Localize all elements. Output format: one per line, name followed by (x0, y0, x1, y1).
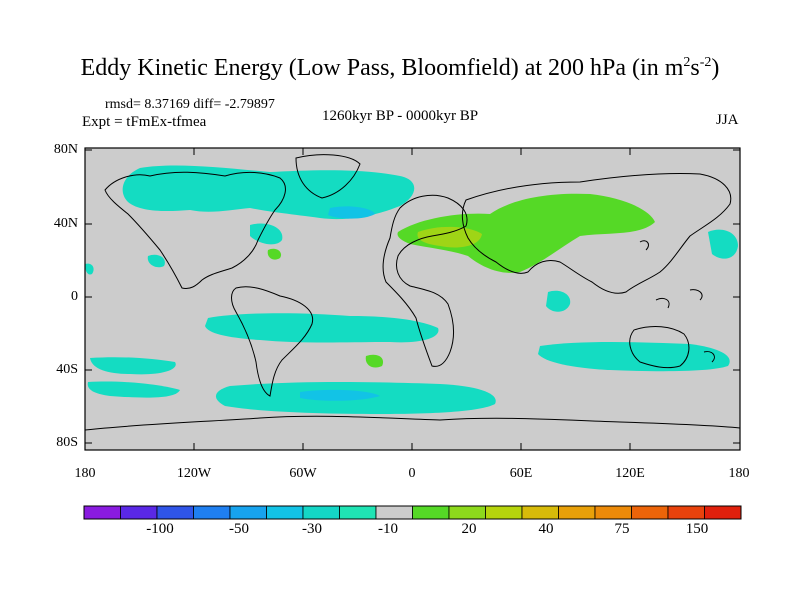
colorbar-cell (375, 505, 413, 520)
colorbar (83, 505, 742, 520)
y-tick-label: 40N (53, 216, 78, 231)
colorbar-label: -10 (378, 521, 398, 537)
colorbar-cell (448, 505, 486, 520)
colorbar-cell (631, 505, 669, 520)
colorbar-cell (266, 505, 304, 520)
experiment-label: Expt = tFmEx-tfmea (82, 114, 207, 130)
colorbar-label: 20 (461, 521, 477, 537)
south-america-outline (231, 286, 314, 397)
colorbar-label: 75 (614, 521, 630, 537)
x-tick-label: 120W (176, 466, 212, 481)
north-america-outline (104, 171, 286, 289)
x-tick-label: 180 (74, 466, 96, 481)
colorbar-cell (667, 505, 705, 520)
colorbar-label: -50 (229, 521, 249, 537)
colorbar-frame (83, 505, 742, 520)
colorbar-cell (521, 505, 559, 520)
colorbar-cell (229, 505, 267, 520)
map-title: Eddy Kinetic Energy (Low Pass, Bloomfiel… (80, 55, 720, 81)
x-tick-label: 180 (728, 466, 750, 481)
y-tick-label: 40S (56, 362, 78, 377)
x-tick-label: 60W (289, 466, 317, 481)
colorbar-cell (558, 505, 596, 520)
colorbar-label: 40 (538, 521, 554, 537)
colorbar-cell (412, 505, 450, 520)
negative-core-regions (300, 206, 380, 401)
asia-outline (461, 172, 732, 294)
colorbar-cell (594, 505, 632, 520)
colorbar-label: -30 (302, 521, 322, 537)
season-label: JJA (716, 112, 739, 128)
colorbar-cell (704, 505, 742, 520)
colorbar-cell (193, 505, 231, 520)
colorbar-cell (156, 505, 194, 520)
europe-africa-outline (382, 194, 468, 367)
x-tick-label: 120E (615, 466, 645, 481)
colorbar-cell (339, 505, 377, 520)
coastlines (85, 154, 740, 431)
greenland-outline (295, 154, 361, 199)
colorbar-label: 150 (685, 521, 709, 537)
australia-outline (629, 326, 690, 369)
colorbar-cell (485, 505, 523, 520)
y-tick-label: 0 (71, 289, 78, 304)
colorbar-cell (120, 505, 158, 520)
y-tick-label: 80S (56, 435, 78, 450)
y-tick-marks (85, 149, 740, 444)
stats-text: rmsd= 8.37169 diff= -2.79897 (105, 97, 275, 112)
x-tick-marks (193, 148, 631, 450)
x-tick-label: 60E (509, 466, 533, 481)
period-label: 1260kyr BP - 0000kyr BP (322, 108, 479, 124)
islands-outline (639, 240, 715, 363)
positive-anomaly-regions (267, 193, 655, 368)
colorbar-cell (302, 505, 340, 520)
x-tick-label: 0 (408, 466, 416, 481)
y-tick-label: 80N (53, 142, 78, 157)
colorbar-cell (83, 505, 121, 520)
antarctica-outline (85, 415, 740, 431)
colorbar-label: -100 (146, 521, 174, 537)
